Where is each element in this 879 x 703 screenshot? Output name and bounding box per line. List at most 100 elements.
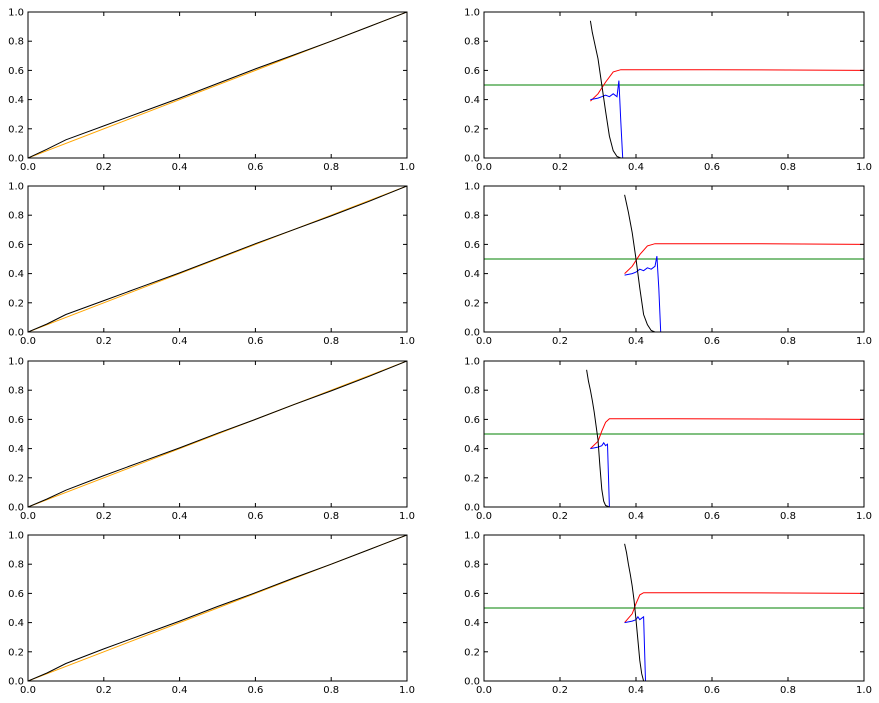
x-tick-label: 0.8 (323, 162, 339, 173)
x-tick-label: 1.0 (399, 685, 415, 696)
x-tick-label: 0.4 (628, 336, 644, 347)
y-tick-label: 0.6 (464, 589, 480, 600)
series-line-2 (28, 12, 407, 158)
axes-frame (27, 360, 408, 508)
x-tick-label: 0.8 (780, 511, 796, 522)
x-tick-label: 0.6 (247, 162, 263, 173)
y-tick-label: 0.0 (8, 154, 24, 165)
x-tick-label: 0.8 (780, 685, 796, 696)
series-line-2 (28, 186, 407, 332)
y-tick-label: 0.0 (464, 503, 480, 514)
x-tick-label: 0.0 (476, 162, 492, 173)
series-line-3 (590, 80, 864, 158)
axes-frame (483, 185, 865, 333)
x-tick-label: 0.8 (780, 336, 796, 347)
y-tick-label: 0.2 (464, 647, 480, 658)
x-tick-label: 0.2 (96, 162, 112, 173)
series-line-3 (624, 256, 864, 332)
y-tick-label: 0.6 (8, 415, 24, 426)
y-tick-label: 0.4 (8, 95, 24, 106)
y-tick-label: 0.2 (8, 124, 24, 135)
x-tick-label: 0.0 (476, 336, 492, 347)
y-tick-label: 1.0 (464, 531, 480, 542)
y-tick-label: 0.6 (464, 66, 480, 77)
axes-frame (483, 11, 865, 159)
y-tick-label: 0.2 (464, 473, 480, 484)
y-tick-label: 0.0 (464, 154, 480, 165)
y-tick-label: 0.2 (8, 473, 24, 484)
x-tick-label: 0.0 (20, 511, 36, 522)
subplot-row1-right: 0.0 0.2 0.4 0.6 0.8 1.0 0.0 0.2 0.4 0.6 0.8 1.0 (464, 8, 872, 174)
x-tick-label: 0.2 (96, 685, 112, 696)
y-tick-label: 0.4 (8, 618, 24, 629)
y-tick-label: 1.0 (8, 8, 24, 19)
series-line-2 (28, 535, 407, 681)
y-tick-label: 1.0 (8, 182, 24, 193)
x-tick-label: 0.2 (552, 162, 568, 173)
y-tick-label: 0.8 (8, 560, 24, 571)
x-tick-label: 0.8 (323, 685, 339, 696)
x-tick-label: 1.0 (856, 162, 872, 173)
y-tick-label: 0.6 (8, 589, 24, 600)
series-line-4 (586, 369, 864, 507)
x-tick-label: 0.8 (323, 336, 339, 347)
x-tick-label: 0.4 (172, 511, 188, 522)
y-tick-label: 1.0 (464, 357, 480, 368)
subplot-row4-right: 0.0 0.2 0.4 0.6 0.8 1.0 0.0 0.2 0.4 0.6 0.8 1.0 (464, 531, 872, 697)
series-line-1 (28, 361, 407, 507)
y-tick-label: 0.0 (8, 328, 24, 339)
series-line-2 (28, 361, 407, 507)
y-tick-label: 0.8 (8, 211, 24, 222)
x-tick-label: 0.6 (247, 511, 263, 522)
x-tick-label: 0.6 (704, 336, 720, 347)
y-tick-label: 0.0 (8, 503, 24, 514)
x-tick-label: 1.0 (856, 336, 872, 347)
y-tick-label: 0.6 (464, 240, 480, 251)
x-tick-label: 0.6 (704, 685, 720, 696)
x-tick-label: 1.0 (856, 511, 872, 522)
y-tick-label: 0.8 (464, 211, 480, 222)
series-line-1 (28, 186, 407, 332)
y-tick-label: 0.2 (8, 647, 24, 658)
x-tick-label: 0.2 (96, 336, 112, 347)
axes-frame (483, 534, 865, 682)
x-tick-label: 1.0 (856, 685, 872, 696)
y-tick-label: 0.0 (8, 677, 24, 688)
x-tick-label: 0.4 (628, 162, 644, 173)
y-tick-label: 0.0 (464, 328, 480, 339)
x-tick-label: 0.6 (704, 511, 720, 522)
x-tick-label: 0.6 (247, 336, 263, 347)
y-tick-label: 0.4 (464, 95, 480, 106)
x-tick-label: 0.4 (628, 511, 644, 522)
series-line-4 (589, 20, 864, 158)
y-tick-label: 0.8 (464, 386, 480, 397)
x-tick-label: 0.8 (780, 162, 796, 173)
axes-frame (27, 11, 408, 159)
y-tick-label: 0.8 (8, 386, 24, 397)
y-tick-label: 0.4 (464, 269, 480, 280)
x-tick-label: 0.0 (20, 685, 36, 696)
y-tick-label: 0.8 (464, 37, 480, 48)
y-tick-label: 0.2 (464, 298, 480, 309)
y-tick-label: 1.0 (464, 182, 480, 193)
y-tick-label: 0.4 (8, 269, 24, 280)
x-tick-label: 0.4 (172, 162, 188, 173)
axes-frame (27, 185, 408, 333)
x-tick-label: 0.2 (552, 511, 568, 522)
x-tick-label: 0.2 (552, 336, 568, 347)
y-tick-label: 0.6 (8, 66, 24, 77)
series-line-4 (624, 194, 864, 332)
series-line-2 (590, 69, 864, 102)
x-tick-label: 0.4 (172, 336, 188, 347)
y-tick-label: 0.0 (464, 677, 480, 688)
x-tick-label: 0.0 (20, 336, 36, 347)
x-tick-label: 0.6 (247, 685, 263, 696)
axes-frame (483, 360, 865, 508)
subplot-row2-left: 0.0 0.2 0.4 0.6 0.8 1.0 0.0 0.2 0.4 0.6 0.8 1.0 (8, 182, 415, 348)
y-tick-label: 0.2 (8, 298, 24, 309)
y-tick-label: 0.4 (8, 444, 24, 455)
subplot-row4-left: 0.0 0.2 0.4 0.6 0.8 1.0 0.0 0.2 0.4 0.6 0.8 1.0 (8, 531, 415, 697)
y-tick-label: 0.4 (464, 618, 480, 629)
y-tick-label: 0.4 (464, 444, 480, 455)
x-tick-label: 1.0 (399, 511, 415, 522)
